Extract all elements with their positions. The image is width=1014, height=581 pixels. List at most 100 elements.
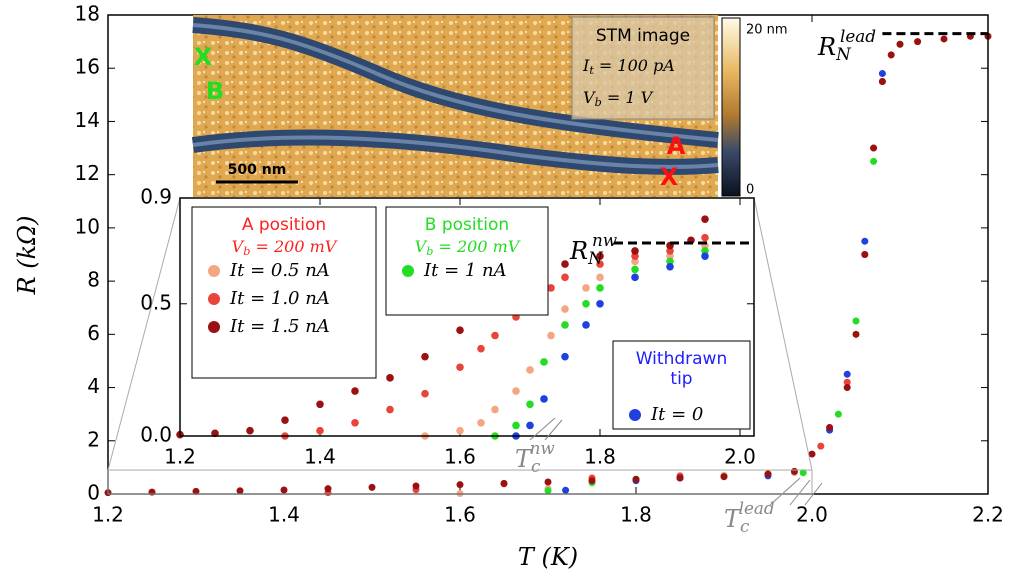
data-point bbox=[561, 273, 569, 282]
data-point bbox=[764, 470, 772, 478]
text-part: R bbox=[817, 33, 836, 61]
y-axis-label: R (kΩ) bbox=[13, 216, 41, 296]
y-tick-label: 8 bbox=[87, 268, 100, 292]
data-point bbox=[790, 467, 798, 475]
data-point bbox=[477, 344, 485, 353]
text-part: lead bbox=[840, 26, 876, 46]
data-point bbox=[582, 321, 590, 329]
data-point bbox=[477, 418, 485, 427]
data-point bbox=[701, 252, 709, 260]
data-point bbox=[632, 475, 640, 483]
tc-pointer bbox=[769, 477, 801, 506]
legend-marker bbox=[208, 293, 220, 305]
tc-pointer bbox=[544, 419, 563, 441]
legend-marker bbox=[208, 265, 220, 277]
legend-marker bbox=[629, 409, 641, 421]
data-point bbox=[631, 252, 639, 260]
y-tick-label: 0 bbox=[87, 481, 100, 505]
data-point bbox=[412, 482, 420, 490]
data-point bbox=[666, 262, 674, 271]
x-tick-label: 2.0 bbox=[796, 503, 828, 527]
data-point bbox=[456, 426, 464, 435]
text-part: b bbox=[595, 96, 602, 109]
legend-title: B position bbox=[425, 215, 509, 235]
data-point bbox=[582, 284, 590, 292]
data-point bbox=[701, 233, 709, 242]
nanowire-edge bbox=[192, 23, 719, 142]
marker-b: B bbox=[206, 77, 224, 105]
legend-label: It = 0 bbox=[650, 404, 703, 425]
tc-label: Tclead bbox=[724, 498, 775, 536]
marker-cross: X bbox=[194, 43, 213, 71]
marker-cross: X bbox=[660, 163, 679, 191]
data-point bbox=[843, 384, 851, 392]
legend-subtitle: Vb = 200 mV bbox=[232, 237, 338, 258]
stm-voltage: Vb = 1 V bbox=[583, 88, 654, 109]
y-tick-label: 0.9 bbox=[140, 185, 172, 209]
data-point bbox=[887, 51, 895, 59]
legend-subtitle: Vb = 200 mV bbox=[415, 237, 521, 258]
stm-info-box bbox=[571, 16, 715, 120]
text-part: nw bbox=[530, 438, 556, 458]
reference-label: RNnw bbox=[569, 230, 618, 268]
text-part: R bbox=[13, 276, 41, 295]
text-part: t bbox=[589, 64, 594, 77]
text-part: lead bbox=[739, 498, 775, 518]
data-point bbox=[421, 352, 429, 361]
tc-pointer bbox=[804, 482, 823, 506]
data-point bbox=[588, 477, 596, 485]
data-point bbox=[861, 251, 869, 258]
data-point bbox=[701, 215, 709, 223]
text-part: = 100 pA bbox=[594, 56, 675, 75]
text-part: (kΩ) bbox=[13, 216, 41, 277]
data-point bbox=[561, 352, 569, 361]
data-point bbox=[562, 486, 570, 494]
data-point bbox=[861, 237, 869, 245]
data-point bbox=[596, 260, 604, 268]
data-point bbox=[720, 473, 728, 481]
plot-frame bbox=[179, 197, 755, 437]
text-part: T bbox=[518, 543, 536, 571]
data-point bbox=[280, 486, 288, 494]
data-point bbox=[878, 78, 886, 86]
legend-label: It = 1.5 nA bbox=[229, 316, 330, 337]
x-tick-label: 1.4 bbox=[268, 503, 300, 527]
data-point bbox=[512, 421, 520, 430]
data-point bbox=[596, 284, 604, 292]
data-point bbox=[547, 284, 555, 292]
y-tick-label: 6 bbox=[87, 321, 100, 345]
legend-title: A position bbox=[242, 215, 326, 235]
data-point bbox=[192, 487, 200, 495]
data-point bbox=[631, 273, 639, 282]
data-point bbox=[491, 405, 499, 414]
y-tick-label: 16 bbox=[75, 55, 100, 79]
colorbar-max: 20 nm bbox=[746, 23, 788, 38]
text-part: b bbox=[426, 245, 433, 258]
zoom-region bbox=[107, 469, 813, 495]
legend-box bbox=[191, 206, 377, 379]
data-point bbox=[852, 317, 860, 325]
legend-label: It = 1 nA bbox=[423, 260, 507, 281]
data-point bbox=[940, 35, 948, 43]
data-point bbox=[870, 144, 878, 152]
x-tick-label: 1.6 bbox=[444, 445, 476, 469]
data-point bbox=[544, 478, 552, 486]
data-point bbox=[596, 252, 604, 260]
x-tick-label: 1.2 bbox=[92, 503, 124, 527]
y-tick-label: 10 bbox=[75, 214, 100, 238]
colorbar-min: 0 bbox=[746, 183, 754, 198]
data-point bbox=[526, 400, 534, 409]
data-point bbox=[526, 366, 534, 374]
data-point bbox=[246, 426, 254, 435]
legend-label: It = 0.5 nA bbox=[229, 260, 330, 281]
data-point bbox=[491, 331, 499, 340]
data-point bbox=[631, 257, 639, 266]
zoom-line bbox=[753, 197, 813, 471]
text-part: N bbox=[835, 44, 852, 64]
stm-image: STM image It = 100 pA Vb = 1 V 500 nm X … bbox=[191, 15, 788, 198]
legend-marker bbox=[402, 265, 414, 277]
data-point bbox=[421, 389, 429, 398]
text-part: V bbox=[583, 88, 596, 107]
tc-label: Tcnw bbox=[515, 438, 555, 476]
data-point bbox=[351, 387, 359, 395]
